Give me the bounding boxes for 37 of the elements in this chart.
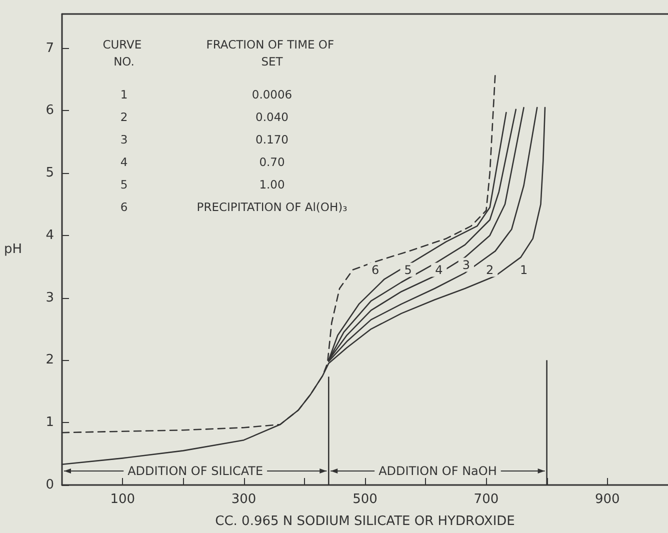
annotation: 2 (120, 110, 128, 124)
annotation: 4 (120, 155, 128, 169)
y-axis-title: pH (4, 242, 22, 257)
annotation: 0.040 (256, 110, 288, 124)
y-tick-label: 6 (46, 103, 54, 118)
y-tick-label: 1 (46, 415, 54, 430)
x-axis-title: CC. 0.965 N SODIUM SILICATE OR HYDROXIDE (215, 514, 515, 529)
y-tick-label: 0 (46, 478, 54, 492)
annotation: ADDITION OF SILICATE (128, 464, 264, 478)
annotation: CURVE NO. (102, 38, 146, 68)
annotation: 6 (120, 200, 128, 214)
annotation: 1 (520, 262, 528, 277)
annotation: FRACTION OF TIME OF SET (206, 38, 338, 68)
y-tick-label: 4 (46, 228, 54, 243)
annotation: 4 (435, 262, 443, 277)
annotation: 5 (120, 178, 128, 192)
annotation: 2 (486, 262, 494, 277)
x-tick-label: 900 (594, 492, 620, 507)
y-tick-label: 2 (46, 352, 54, 368)
annotation: PRECIPITATION OF Al(OH)₃ (196, 200, 348, 214)
annotation: 6 (371, 262, 380, 277)
annotation: 3 (120, 132, 128, 146)
annotation: 5 (404, 262, 412, 277)
annotation: 0.70 (259, 155, 285, 169)
y-tick-label: 3 (46, 290, 54, 306)
annotation: 1.00 (259, 178, 285, 192)
annotation: 0.0006 (252, 88, 292, 102)
x-tick-label: 100 (110, 492, 136, 507)
x-tick-label: 700 (474, 492, 499, 507)
y-tick-label: 7 (46, 40, 54, 56)
x-tick-label: 300 (231, 492, 256, 507)
annotation: 3 (462, 258, 470, 272)
annotation: 1 (120, 88, 128, 102)
annotation: ADDITION OF NaOH (378, 464, 497, 478)
annotation: 0.170 (256, 132, 288, 146)
y-tick-label: 5 (46, 166, 54, 181)
x-tick-label: 500 (352, 492, 378, 507)
